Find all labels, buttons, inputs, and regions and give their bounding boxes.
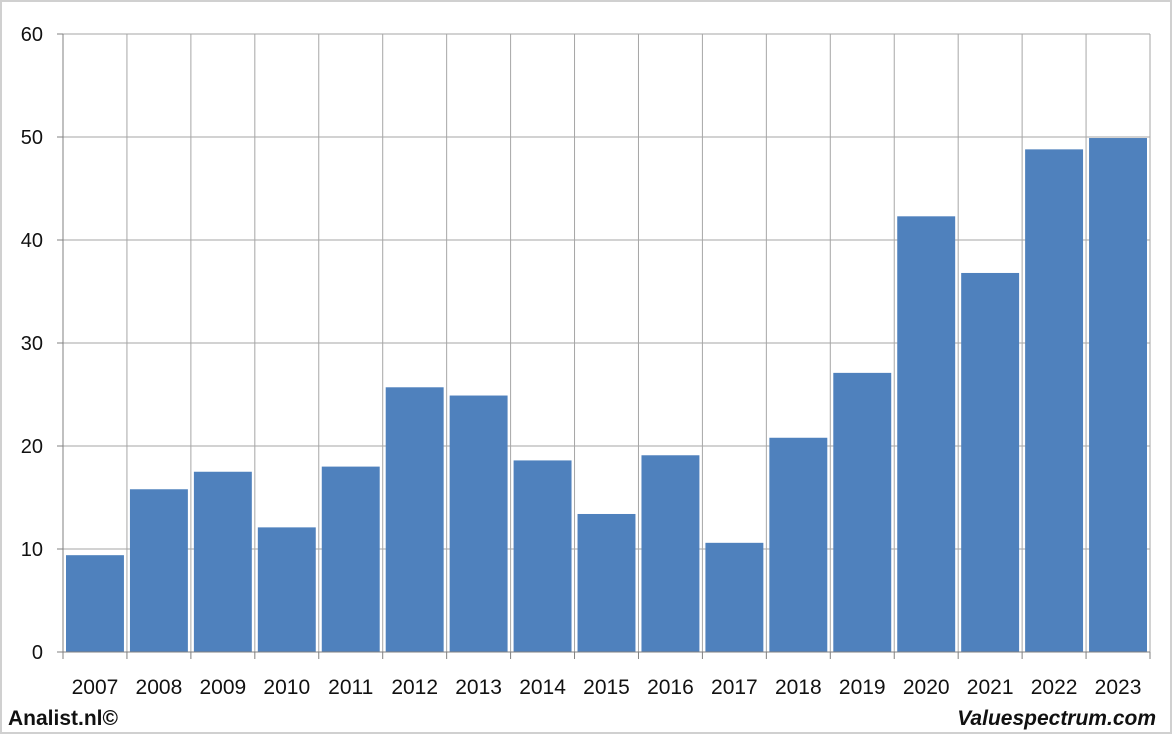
x-tick-label: 2012	[391, 676, 438, 699]
bar-2013	[449, 395, 508, 652]
x-tick-label: 2010	[263, 676, 310, 699]
analist-credit: Analist.nl©	[8, 707, 118, 730]
bar-2021	[961, 272, 1020, 652]
x-tick-label: 2016	[647, 676, 694, 699]
y-tick-label: 50	[21, 127, 43, 149]
bar-2018	[769, 437, 828, 652]
bar-2012	[385, 387, 444, 652]
x-tick-label: 2013	[455, 676, 502, 699]
x-tick-label: 2015	[583, 676, 630, 699]
bar-2007	[66, 555, 124, 652]
bar-2019	[833, 372, 892, 652]
bar-2016	[641, 455, 700, 652]
tick-labels: 0 10 20 30 40 50 60 2007 2008 2009 2010 2011 2012 201…	[21, 24, 1142, 699]
bar-2015	[577, 513, 636, 652]
x-tick-label: 2021	[967, 676, 1014, 699]
x-tick-label: 2023	[1095, 676, 1142, 699]
y-tick-label: 0	[32, 642, 43, 664]
x-tick-label: 2008	[136, 676, 183, 699]
y-tick-label: 60	[21, 24, 43, 46]
y-tick-label: 10	[21, 539, 43, 561]
x-tick-label: 2014	[519, 676, 566, 699]
axes	[57, 33, 1151, 659]
x-tick-label: 2022	[1031, 676, 1078, 699]
bar-2020	[897, 216, 956, 652]
x-tick-label: 2017	[711, 676, 758, 699]
bar-2008	[129, 489, 188, 652]
y-tick-label: 40	[21, 230, 43, 252]
bar-2014	[513, 460, 572, 652]
bar-2017	[705, 542, 764, 652]
x-tick-label: 2020	[903, 676, 950, 699]
x-tick-label: 2019	[839, 676, 886, 699]
y-tick-label: 30	[21, 333, 43, 355]
bar-2011	[321, 466, 380, 652]
bars	[66, 138, 1147, 653]
bar-2022	[1025, 149, 1084, 653]
bar-2009	[193, 471, 252, 652]
x-tick-label: 2009	[199, 676, 246, 699]
x-tick-label: 2011	[328, 676, 373, 699]
y-tick-label: 20	[21, 436, 43, 458]
bar-2023	[1089, 138, 1147, 652]
grid-lines	[62, 33, 1151, 652]
x-tick-label: 2007	[72, 676, 119, 699]
bar-2010	[257, 527, 316, 652]
x-tick-label: 2018	[775, 676, 822, 699]
valuespectrum-credit: Valuespectrum.com	[957, 707, 1156, 730]
